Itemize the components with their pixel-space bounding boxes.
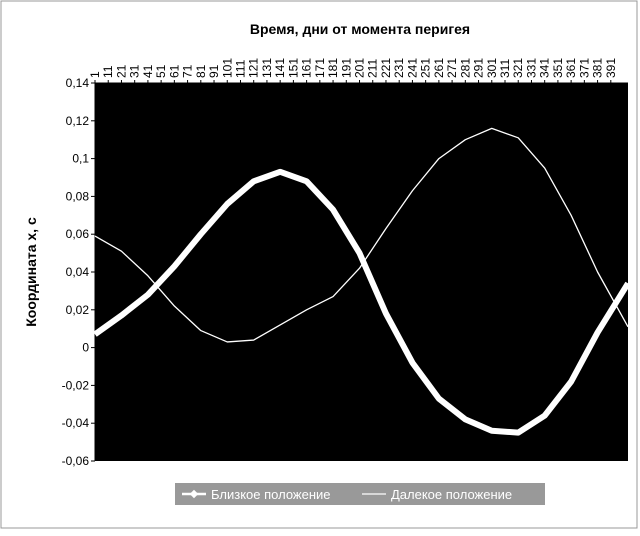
y-axis-label: Координата x, с xyxy=(23,217,39,327)
series-line xyxy=(94,127,629,343)
x-tick-label: 121 xyxy=(247,58,261,78)
y-tick-label: 0,12 xyxy=(66,114,90,128)
y-tick-label: 0,02 xyxy=(66,303,90,317)
y-tick-label: -0,04 xyxy=(62,416,90,430)
x-tick-label: 321 xyxy=(511,58,525,78)
x-tick-label: 61 xyxy=(167,64,181,78)
x-tick-label: 331 xyxy=(524,58,538,78)
x-tick-label: 211 xyxy=(366,59,380,78)
x-tick-label: 181 xyxy=(326,58,340,78)
x-tick-label: 381 xyxy=(591,58,605,78)
x-tick-label: 281 xyxy=(458,58,472,78)
legend-marker xyxy=(189,489,199,499)
x-tick-label: 271 xyxy=(445,58,459,78)
y-tick-label: 0,08 xyxy=(66,189,90,203)
x-tick-label: 91 xyxy=(207,64,221,78)
x-tick-label: 1 xyxy=(88,71,102,78)
x-tick-label: 341 xyxy=(538,58,552,78)
x-tick-label: 371 xyxy=(577,58,591,78)
y-tick-label: -0,02 xyxy=(62,378,90,392)
x-tick-label: 361 xyxy=(564,58,578,78)
x-tick-label: 171 xyxy=(313,58,327,78)
plot-area xyxy=(95,83,628,461)
y-tick-label: -0,06 xyxy=(62,454,90,468)
x-tick-label: 191 xyxy=(339,58,353,78)
legend-label: Близкое положение xyxy=(211,487,331,502)
y-tick-label: 0,14 xyxy=(66,76,90,90)
x-tick-label: 311 xyxy=(498,59,512,78)
x-tick-label: 291 xyxy=(472,58,486,78)
x-tick-label: 241 xyxy=(405,58,419,78)
x-tick-label: 81 xyxy=(194,64,208,78)
y-tick-label: 0,1 xyxy=(72,152,89,166)
y-tick-label: 0 xyxy=(82,341,89,355)
y-tick-label: 0,06 xyxy=(66,227,90,241)
x-tick-label: 71 xyxy=(181,64,195,78)
x-tick-label: 261 xyxy=(432,58,446,78)
x-tick-label: 51 xyxy=(154,64,168,78)
x-tick-label: 21 xyxy=(114,64,128,78)
y-tick-label: 0,04 xyxy=(66,265,90,279)
x-tick-label: 231 xyxy=(392,58,406,78)
chart-title: Время, дни от момента перигея xyxy=(250,21,470,37)
legend-label: Далекое положение xyxy=(391,487,512,502)
x-tick-label: 31 xyxy=(128,64,142,78)
x-tick-label: 101 xyxy=(220,58,234,78)
x-tick-label: 351 xyxy=(551,58,565,78)
series-line xyxy=(93,168,631,436)
x-tick-label: 161 xyxy=(300,58,314,78)
x-tick-label: 141 xyxy=(273,58,287,78)
x-tick-label: 201 xyxy=(353,58,367,78)
legend xyxy=(175,483,545,505)
x-tick-label: 111 xyxy=(233,59,247,78)
x-tick-label: 391 xyxy=(604,58,618,78)
x-tick-label: 151 xyxy=(286,58,300,78)
x-tick-label: 41 xyxy=(141,64,155,78)
x-tick-label: 221 xyxy=(379,58,393,78)
x-tick-label: 251 xyxy=(419,58,433,78)
x-tick-label: 11 xyxy=(101,65,115,78)
x-tick-label: 131 xyxy=(260,58,274,78)
x-tick-label: 301 xyxy=(485,58,499,78)
